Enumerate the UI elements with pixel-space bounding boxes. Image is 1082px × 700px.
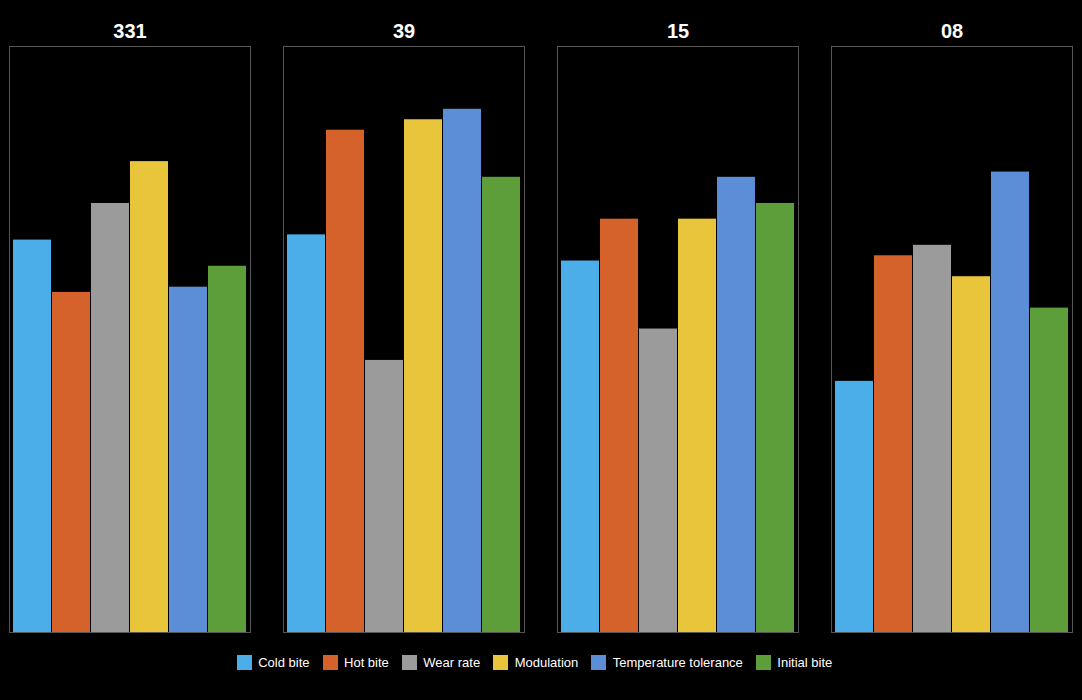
html-text:Modulation: Modulation [514,655,579,670]
html-text:Hot bite: Hot bite [344,655,389,670]
svg-text:331: 331 [113,20,146,42]
svg-text:39: 39 [393,20,415,42]
html-text:Cold bite: Cold bite [258,655,310,670]
html-text:Temperature tolerance: Temperature tolerance [612,655,743,670]
html-text:Wear rate: Wear rate [423,655,481,670]
svg-text:08: 08 [941,20,963,42]
html-text:Initial bite: Initial bite [777,655,833,670]
svg-text:15: 15 [667,20,689,42]
